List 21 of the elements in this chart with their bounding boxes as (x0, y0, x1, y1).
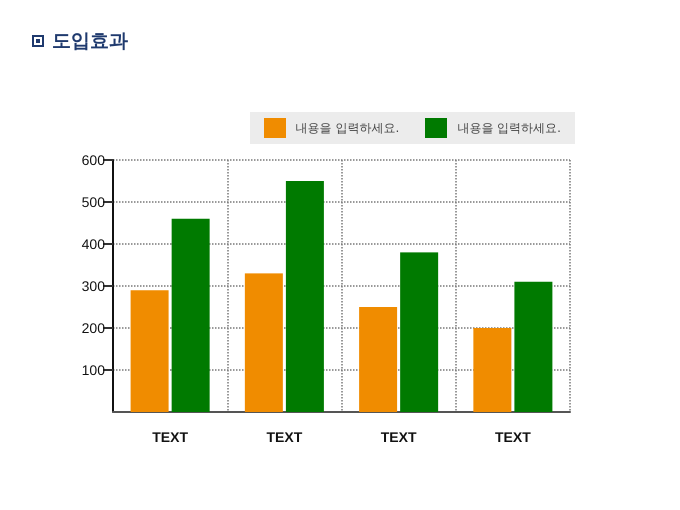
x-tick-label: TEXT (380, 429, 417, 445)
bar (473, 328, 512, 412)
y-tick-label: 400 (82, 236, 106, 252)
legend-label: 내용을 입력하세요. (296, 120, 400, 136)
y-tick-label: 600 (82, 152, 106, 168)
bar (172, 218, 210, 412)
bar (286, 181, 324, 412)
y-tick-label: 300 (82, 278, 106, 294)
x-tick-label: TEXT (152, 429, 188, 445)
y-tick-label: 100 (82, 362, 106, 378)
bar (514, 282, 552, 412)
bar (359, 307, 398, 412)
y-tick-label: 500 (82, 194, 106, 210)
x-tick-label: TEXT (494, 429, 532, 445)
y-tick-label: 200 (82, 320, 106, 336)
legend-label: 내용을 입력하세요. (457, 120, 561, 136)
x-tick-label: TEXT (266, 429, 303, 445)
bar (244, 273, 283, 412)
bar (400, 252, 438, 412)
chart-title: 도입효과 (52, 29, 128, 54)
bar (130, 290, 169, 412)
